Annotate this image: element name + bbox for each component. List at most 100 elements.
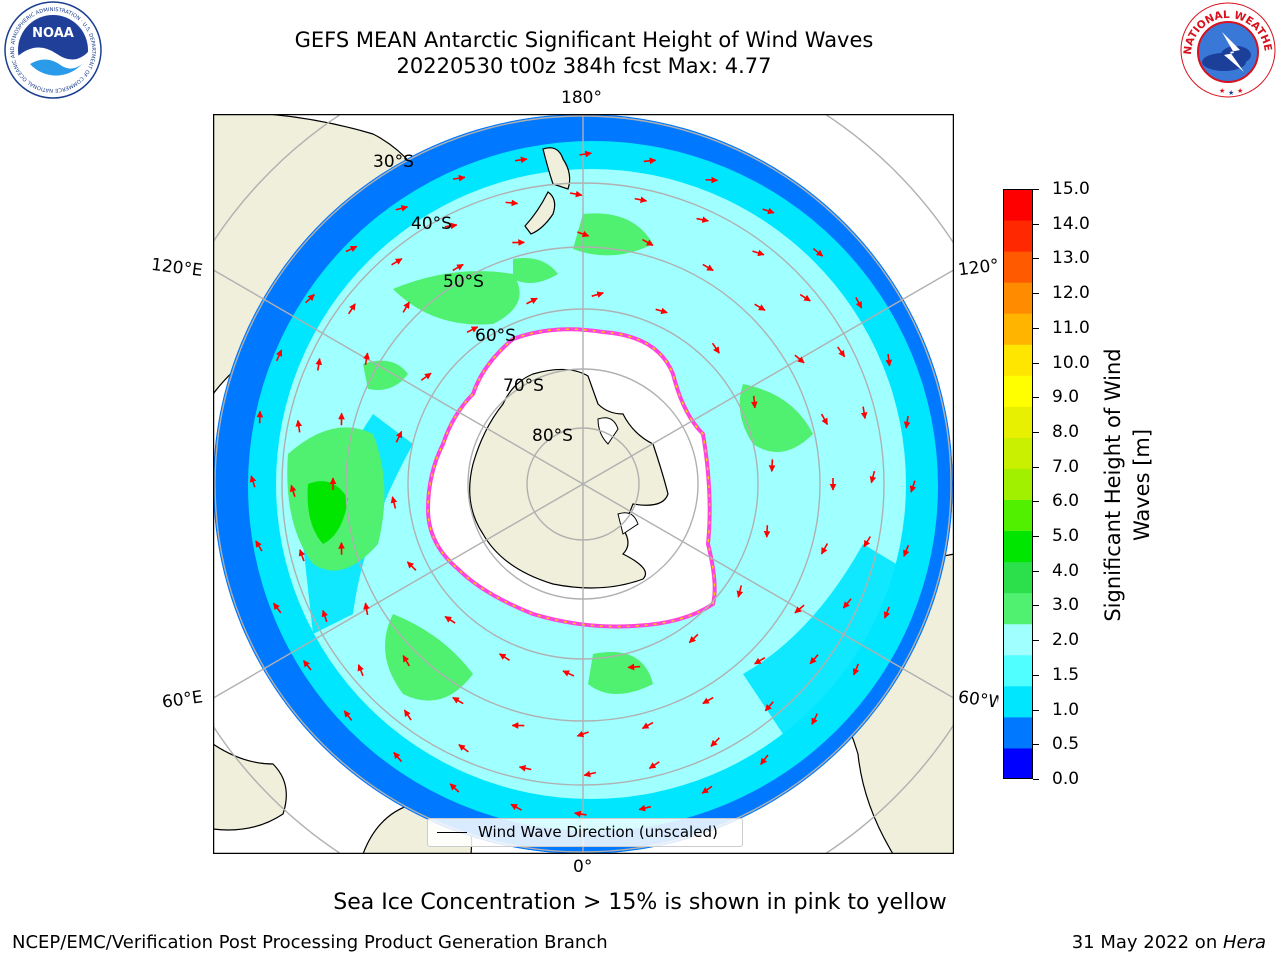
wave-arrow — [302, 660, 312, 671]
wave-arrow — [763, 525, 771, 538]
colorbar-segment — [1003, 716, 1033, 749]
colorbar-tick-mark — [1033, 674, 1039, 676]
wave-arrow — [591, 291, 604, 298]
wave-arrow — [406, 561, 417, 571]
colorbar-segment — [1003, 251, 1033, 283]
wave-arrow — [702, 696, 714, 705]
wave-arrow — [452, 263, 464, 272]
colorbar — [1003, 189, 1033, 779]
colorbar-tick-mark — [1033, 258, 1039, 260]
polar-map: 30°S 40°S 50°S 60°S 70°S 80°S — [213, 114, 954, 854]
colorbar-segment — [1003, 468, 1033, 501]
wave-arrow — [811, 713, 819, 726]
lon-label-180: 180° — [561, 88, 602, 108]
graticule — [213, 114, 954, 854]
legend-label: Wind Wave Direction (unscaled) — [478, 823, 718, 841]
map-legend: Wind Wave Direction (unscaled) — [427, 818, 743, 847]
wave-arrow — [711, 342, 720, 354]
new-zealand-south — [524, 191, 556, 235]
wave-arrow — [842, 598, 852, 609]
wave-arrow — [466, 326, 479, 334]
footer-date: 31 May 2022 on Hera — [1071, 932, 1266, 953]
madagascar-land — [213, 743, 287, 831]
colorbar-segment — [1003, 685, 1033, 718]
wave-arrow — [518, 764, 532, 772]
lon-label-120e: 120°E — [149, 254, 204, 282]
wave-arrow — [903, 415, 911, 429]
wave-arrow — [764, 701, 774, 712]
colorbar-segment — [1003, 499, 1033, 532]
wave-arrow — [852, 663, 860, 676]
wave-arrow — [249, 475, 257, 488]
wave-arrow — [638, 804, 652, 812]
wave-arrow — [390, 496, 398, 509]
colorbar-tick-label: 9.0 — [1052, 387, 1080, 408]
wave-arrow — [420, 372, 432, 381]
wave-arrow — [444, 615, 456, 624]
wave-arrow — [701, 785, 713, 794]
wave-arrow — [754, 657, 766, 665]
colorbar-tick-label: 15.0 — [1052, 179, 1090, 199]
wave-arrow — [655, 307, 668, 315]
colorbar-tick-label: 0.5 — [1052, 734, 1080, 755]
lat-label-40s: 40°S — [411, 214, 452, 234]
wave-arrow — [627, 663, 641, 671]
colorbar-segment — [1003, 189, 1033, 221]
wave-arrow — [363, 602, 370, 616]
colorbar-segment — [1003, 282, 1033, 314]
colorbar-segment — [1003, 592, 1033, 625]
wave-arrow — [648, 761, 660, 770]
colorbar-tick-mark — [1033, 397, 1039, 399]
wave-arrow — [855, 297, 863, 309]
colorbar-segment — [1003, 313, 1033, 345]
wave-arrow — [860, 406, 868, 420]
colorbar-tick-mark — [1033, 536, 1039, 538]
nws-logo: NATIONAL WEATHER SERVICE ★ ★ ★ — [1178, 0, 1276, 98]
wave-arrow — [885, 353, 893, 367]
colorbar-tick-mark — [1033, 709, 1039, 711]
legend-line-sample — [437, 832, 467, 833]
wave-arrow — [736, 585, 744, 598]
wave-arrow — [444, 222, 458, 230]
colorbar-tick-label: 12.0 — [1052, 283, 1090, 304]
lat-label-30s: 30°S — [373, 152, 414, 172]
wave-arrow — [883, 606, 891, 619]
wave-arrow — [820, 543, 829, 555]
wave-arrow — [754, 303, 766, 311]
colorbar-tick-mark — [1033, 327, 1039, 329]
colorbar-segment — [1003, 375, 1033, 407]
wave-arrow — [752, 249, 765, 257]
lat-label-80s: 80°S — [532, 426, 573, 446]
colorbar-tick-label: 13.0 — [1052, 248, 1090, 269]
colorbar-tick-mark — [1033, 466, 1039, 468]
wave-arrow — [809, 654, 819, 665]
lon-label-60w: 60°W — [956, 687, 1000, 713]
wave-arrow — [577, 230, 590, 238]
wave-arrow — [395, 430, 403, 443]
wave-arrow — [863, 536, 872, 548]
colorbar-segment — [1003, 437, 1033, 469]
colorbar-segment — [1003, 623, 1033, 656]
colorbar-segment — [1003, 530, 1033, 563]
colorbar-tick-label: 1.5 — [1052, 664, 1080, 685]
wave-arrow — [395, 205, 409, 212]
wave-arrow — [295, 419, 303, 433]
svg-text:★: ★ — [1219, 87, 1225, 95]
lon-label-0: 0° — [573, 857, 593, 877]
wave-arrow — [255, 540, 263, 552]
wave-arrow — [869, 470, 877, 484]
wave-arrow — [688, 633, 699, 644]
colorbar-tick-mark — [1033, 223, 1039, 225]
wave-arrow — [452, 696, 464, 705]
wave-arrow — [762, 207, 775, 215]
colorbar-tick-mark — [1033, 501, 1039, 503]
wave-arrow — [363, 352, 370, 366]
wave-arrow — [562, 670, 575, 677]
wave-arrow — [696, 216, 709, 224]
wave-arrow — [498, 653, 511, 661]
wave-arrow — [343, 710, 353, 721]
wave-arrow — [315, 357, 323, 371]
wave-arrow — [909, 480, 917, 493]
colorbar-tick-label: 11.0 — [1052, 317, 1090, 338]
colorbar-tick-mark — [1033, 293, 1039, 295]
